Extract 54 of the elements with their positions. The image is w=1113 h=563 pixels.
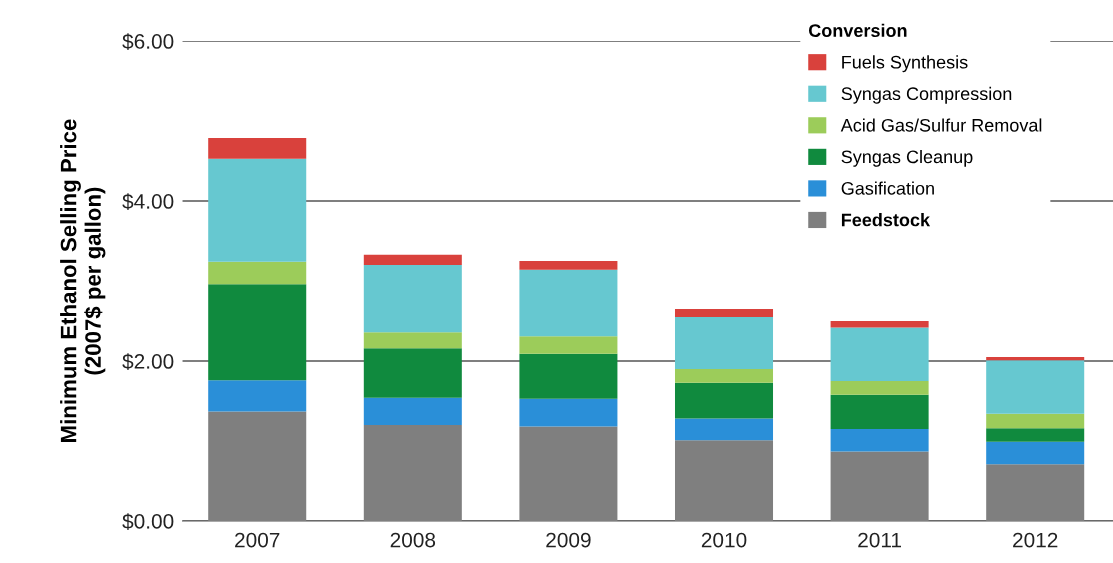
- bar: [675, 369, 774, 383]
- legend-label: Acid Gas/Sulfur Removal: [840, 118, 1042, 132]
- x-tick-label: 2007: [235, 532, 280, 548]
- x-tick-label: 2011: [858, 532, 901, 548]
- bar: [208, 158, 307, 262]
- bar: [363, 254, 462, 266]
- bar: [208, 137, 307, 159]
- bar: [986, 428, 1085, 442]
- bar: [986, 357, 1085, 361]
- y-axis-title: Minimum Ethanol Selling Price (2007$ per gallon): [60, 119, 106, 442]
- bar: [363, 332, 462, 349]
- bar: [363, 425, 462, 521]
- bar: [830, 429, 929, 452]
- bar: [519, 398, 618, 427]
- bar: [675, 418, 774, 441]
- y-tick-label: $0.00: [122, 513, 174, 530]
- bar: [363, 348, 462, 398]
- y-tick-label: $6.00: [122, 33, 174, 51]
- y-tick-label: $4.00: [122, 193, 174, 211]
- bar: [830, 381, 929, 395]
- legend-label: Fuels Synthesis: [842, 55, 968, 73]
- legend-title: Conversion: [808, 23, 907, 38]
- bar: [675, 317, 774, 370]
- x-tick-label: 2012: [1013, 532, 1058, 548]
- bar: [208, 380, 307, 412]
- x-tick-label: 2010: [701, 532, 747, 548]
- bar: [519, 426, 618, 521]
- bar: [519, 336, 618, 354]
- bar: [986, 360, 1085, 414]
- bar: [519, 261, 618, 270]
- bar: [830, 451, 929, 521]
- legend-label: Feedstock: [841, 213, 931, 227]
- legend-label: Syngas Cleanup: [841, 149, 973, 167]
- bar: [675, 309, 774, 318]
- x-tick-label: 2008: [390, 532, 436, 548]
- bar: [363, 397, 462, 426]
- x-tick-label: 2009: [546, 532, 591, 548]
- bar: [208, 284, 307, 381]
- bar: [519, 269, 618, 337]
- legend-label: Syngas Compression: [841, 86, 1012, 104]
- bar: [986, 441, 1085, 465]
- bar: [519, 353, 618, 399]
- bar: [675, 440, 774, 521]
- y-tick-label: $2.00: [122, 353, 174, 371]
- bar: [830, 327, 929, 382]
- bar: [363, 265, 462, 333]
- bar: [208, 261, 307, 285]
- bar: [986, 464, 1085, 521]
- bar: [830, 394, 929, 430]
- bar: [986, 413, 1085, 429]
- bar: [675, 382, 774, 419]
- legend-label: Gasification: [841, 181, 934, 195]
- bar: [208, 411, 307, 521]
- bar: [830, 321, 929, 328]
